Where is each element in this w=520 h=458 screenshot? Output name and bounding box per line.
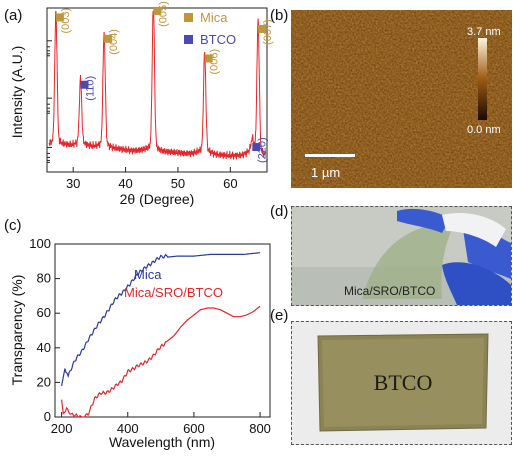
transparency-y-tick-label: 40 [37, 340, 51, 355]
xrd-x-tick-label: 60 [223, 176, 237, 191]
transparency-x-tick-label: 200 [51, 421, 73, 436]
xrd-chart: 30 40 50 60 (003) (110) (004) (005) (006) (220) (… [9, 1, 274, 207]
xrd-peak-label: (005) [157, 1, 169, 27]
series-label-mica: Mica [134, 267, 162, 282]
transparency-plot-frame [54, 243, 271, 418]
xrd-peak-label: (110) [85, 76, 97, 101]
flexible-sample-photo: Mica/SRO/BTCO [291, 206, 512, 306]
bent-film-shape [362, 227, 452, 299]
xrd-peak-marker [204, 54, 213, 63]
panel-label-e: (e) [270, 307, 288, 324]
xrd-peak-marker [80, 80, 89, 89]
transparency-x-axis-label: Wavelength (nm) [109, 434, 215, 450]
xrd-peak-label: (007) [262, 19, 274, 45]
transparency-y-tick-label: 60 [37, 305, 51, 320]
xrd-peak-label: (220) [256, 137, 268, 163]
xrd-legend-label: BTCO [200, 32, 236, 47]
xrd-peak-marker [258, 24, 267, 33]
transparency-y-tick-label: 20 [37, 374, 51, 389]
panel-label-c: (c) [4, 217, 22, 234]
panel-label-a: (a) [4, 7, 22, 24]
photo-d-caption: Mica/SRO/BTCO [344, 284, 435, 298]
series-label-mica-sro-btco: Mica/SRO/BTCO [124, 285, 223, 300]
transparency-series-line-mica [61, 252, 261, 387]
xrd-peak-marker [153, 6, 162, 15]
transparency-y-axis-label: Transparency (%) [9, 275, 25, 386]
afm-colorbar [478, 38, 487, 120]
transparency-y-tick-label: 0 [44, 409, 51, 424]
afm-surface-texture [291, 10, 512, 188]
xrd-peak-label: (004) [108, 29, 120, 55]
xrd-peak-marker [104, 34, 113, 43]
glove-thumb-shape [442, 262, 511, 305]
xrd-legend-label: Mica [200, 10, 228, 25]
xrd-peak-marker [252, 143, 261, 152]
xrd-peak-label: (003) [60, 8, 72, 34]
xrd-legend-marker [184, 13, 193, 22]
xrd-peak-marker [55, 13, 64, 22]
sample-text: BTCO [374, 370, 433, 395]
xrd-legend-marker [184, 35, 193, 44]
xrd-x-tick-label: 30 [66, 176, 80, 191]
transparency-x-tick-label: 800 [249, 421, 271, 436]
xrd-x-axis-label: 2θ (Degree) [120, 191, 195, 207]
afm-scale-bar [305, 154, 355, 157]
xrd-legend: Mica BTCO [184, 10, 236, 47]
transparency-x-tick-label: 600 [183, 421, 205, 436]
btco-sample-photo: BTCO [291, 321, 512, 445]
afm-colorbar-min: 0.0 nm [467, 124, 501, 136]
glove-finger-shape [397, 208, 450, 233]
transparency-chart: 200 400 600 800 0 20 40 60 80 100 Mica Mica/SRO/B… [9, 236, 271, 450]
xrd-y-axis-label: Intensity (A.U.) [9, 46, 25, 139]
xrd-peak-label: (006) [209, 49, 221, 75]
panel-label-b: (b) [270, 7, 288, 24]
afm-scale-bar-label: 1 µm [311, 165, 340, 180]
transparency-x-tick-label: 400 [117, 421, 139, 436]
film-curl-shape [442, 212, 506, 247]
transparency-y-tick-label: 100 [29, 236, 51, 251]
xrd-x-tick-label: 50 [171, 176, 185, 191]
xrd-x-tick-label: 40 [118, 176, 132, 191]
transparency-series-line-mica-sro-btco [61, 305, 261, 418]
panel-label-d: (d) [270, 203, 288, 220]
afm-colorbar-max: 3.7 nm [467, 26, 501, 38]
xrd-series-line [48, 10, 267, 160]
transparency-y-tick-label: 80 [37, 271, 51, 286]
afm-image: 3.7 nm 0.0 nm 1 µm [291, 10, 512, 188]
